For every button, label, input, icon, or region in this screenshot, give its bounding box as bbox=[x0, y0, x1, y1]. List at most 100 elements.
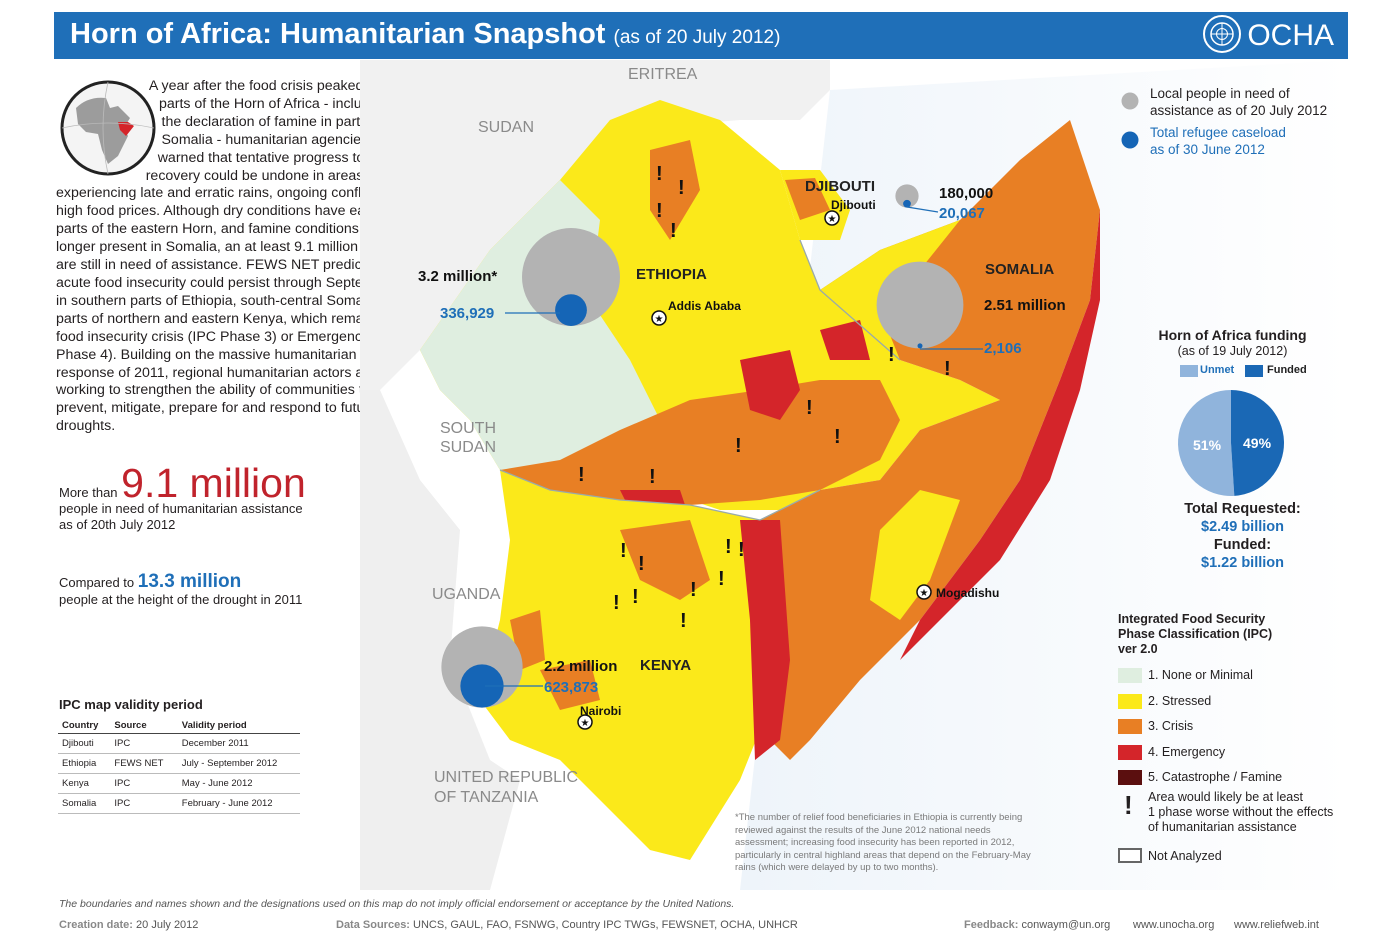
cell: Djibouti bbox=[58, 733, 111, 754]
ipc-legend-title-3: ver 2.0 bbox=[1118, 642, 1158, 656]
somalia-central-stressed bbox=[870, 490, 960, 620]
somalia-refugee-circle bbox=[917, 343, 923, 349]
funded-swatch bbox=[1245, 365, 1263, 377]
djibouti-refugee-circle bbox=[903, 199, 911, 208]
neighbor-land-south bbox=[360, 390, 520, 890]
refugee-legend-line2: as of 30 June 2012 bbox=[1150, 142, 1265, 157]
proportional-circles bbox=[441, 184, 964, 708]
need-legend-dot bbox=[1121, 92, 1139, 110]
swatch-not-analyzed bbox=[1118, 848, 1142, 863]
ethiopia-footnote: *The number of relief food beneficiaries… bbox=[735, 812, 1031, 873]
unmet-legend-label: Unmet bbox=[1200, 364, 1235, 376]
swatch-stressed bbox=[1118, 694, 1142, 709]
cell: Somalia bbox=[58, 793, 111, 814]
warning-legend-icon: ! bbox=[1124, 790, 1133, 820]
peak-desc: people at the height of the drought in 2… bbox=[59, 592, 303, 607]
djibouti-crisis bbox=[785, 178, 830, 220]
un-emblem-icon bbox=[1203, 15, 1242, 53]
peak-value: 13.3 million bbox=[137, 571, 242, 592]
somalia-refugee-label: 2,106 bbox=[984, 340, 1022, 357]
capital-star-icon: ★ bbox=[824, 210, 840, 226]
warning-marks: !! !! !! !! !! !! !! !! !! !! bbox=[578, 163, 951, 632]
legend-item-stressed: 2. Stressed bbox=[1148, 694, 1212, 708]
col-country: Country bbox=[58, 718, 111, 734]
funded-slice bbox=[1231, 390, 1285, 496]
unmet-pct-label: 51% bbox=[1193, 437, 1222, 453]
table-row: Kenya IPC May - June 2012 bbox=[58, 773, 300, 794]
page-title: Horn of Africa: Humanitarian Snapshot (a… bbox=[70, 18, 780, 51]
warning-icon: ! bbox=[834, 426, 841, 448]
warning-icon: ! bbox=[738, 539, 745, 561]
intro-panel: A year after the food crisis peaked in p… bbox=[56, 78, 406, 436]
city-djibouti: Djibouti bbox=[831, 198, 876, 212]
warning-icon: ! bbox=[656, 163, 663, 185]
label-ethiopia: ETHIOPIA bbox=[636, 266, 707, 283]
kenya-refugee-label: 623,873 bbox=[544, 679, 599, 696]
warning-icon: ! bbox=[649, 466, 656, 488]
unocha-link[interactable]: www.unocha.org bbox=[1133, 919, 1215, 931]
kenya-crisis-2 bbox=[540, 660, 600, 710]
refugee-legend-line1: Total refugee caseload bbox=[1150, 125, 1286, 140]
need-legend-line1: Local people in need of bbox=[1150, 86, 1290, 101]
svg-text:★: ★ bbox=[655, 314, 664, 325]
warning-icon: ! bbox=[680, 610, 687, 632]
ipc-map bbox=[360, 60, 1350, 890]
label-south-sudan-2: SUDAN bbox=[440, 439, 497, 456]
warning-icon: ! bbox=[670, 220, 677, 242]
legend-item-not-analyzed: Not Analyzed bbox=[1148, 849, 1222, 863]
ipc-legend-title-1: Integrated Food Security bbox=[1118, 612, 1266, 626]
feedback-label: Feedback: bbox=[964, 919, 1019, 931]
kenya-refugee-circle bbox=[460, 664, 504, 708]
label-uganda: UGANDA bbox=[432, 586, 501, 603]
peak-stat: Compared to 13.3 million people at the h… bbox=[59, 571, 303, 608]
funded-pct-label: 49% bbox=[1243, 435, 1272, 451]
ipc-validity-title: IPC map validity period bbox=[59, 697, 203, 712]
funded-legend-label: Funded bbox=[1267, 364, 1307, 376]
cell: July - September 2012 bbox=[177, 753, 300, 774]
feedback-email[interactable]: conwaym@un.org bbox=[1021, 919, 1111, 931]
col-validity: Validity period bbox=[177, 718, 300, 734]
label-south-sudan-1: SOUTH bbox=[440, 420, 496, 437]
kenya-east-emergency bbox=[740, 520, 790, 760]
disclaimer: The boundaries and names shown and the d… bbox=[59, 898, 735, 910]
ipc-validity-table: Country Source Validity period Djibouti I… bbox=[58, 718, 300, 814]
warning-icon: ! bbox=[725, 536, 732, 558]
more-than-label: More than bbox=[59, 485, 118, 500]
somalia-need-circle bbox=[876, 261, 964, 349]
warning-icon: ! bbox=[632, 586, 639, 608]
svg-text:★: ★ bbox=[828, 214, 837, 225]
ipc-legend: Integrated Food Security Phase Classific… bbox=[1118, 612, 1333, 863]
title-text: Horn of Africa: Humanitarian Snapshot bbox=[70, 18, 606, 50]
total-need-stat: More than 9.1 million people in need of … bbox=[59, 463, 306, 533]
ethiopia-crisis-belt bbox=[500, 380, 900, 505]
city-mogadishu: Mogadishu bbox=[936, 586, 1000, 600]
warning-line3: of humanitarian assistance bbox=[1148, 820, 1297, 834]
funding-pie bbox=[1178, 390, 1285, 496]
ethiopia-need-circle bbox=[522, 228, 620, 326]
need-legend-line2: assistance as of 20 July 2012 bbox=[1150, 103, 1328, 118]
globe-locator-icon bbox=[60, 80, 156, 176]
kenya-need-label: 2.2 million bbox=[544, 658, 618, 675]
ipc-legend-title-2: Phase Classification (IPC) bbox=[1118, 627, 1273, 641]
compared-label: Compared to bbox=[59, 575, 135, 590]
svg-text:★: ★ bbox=[920, 588, 929, 599]
djibouti-need-circle bbox=[895, 184, 919, 208]
reliefweb-link[interactable]: www.reliefweb.int bbox=[1234, 919, 1319, 931]
legend-item-emergency: 4. Emergency bbox=[1148, 745, 1226, 759]
refugee-legend-dot bbox=[1121, 131, 1139, 149]
neighbor-land bbox=[360, 60, 830, 390]
cell: May - June 2012 bbox=[177, 773, 300, 794]
warning-icon: ! bbox=[638, 553, 645, 575]
ethiopia-north-crisis bbox=[650, 140, 700, 240]
warning-icon: ! bbox=[806, 397, 813, 419]
svg-text:★: ★ bbox=[581, 718, 590, 729]
kenya-crisis bbox=[620, 520, 710, 600]
ethiopia-west-none bbox=[420, 180, 660, 470]
unmet-slice bbox=[1178, 390, 1235, 496]
intro-text: A year after the food crisis peaked in p… bbox=[56, 78, 406, 435]
capital-star-icon: ★ bbox=[651, 310, 667, 326]
cell: FEWS NET bbox=[110, 753, 178, 774]
legend-item-crisis: 3. Crisis bbox=[1148, 719, 1194, 733]
label-kenya: KENYA bbox=[640, 657, 692, 674]
